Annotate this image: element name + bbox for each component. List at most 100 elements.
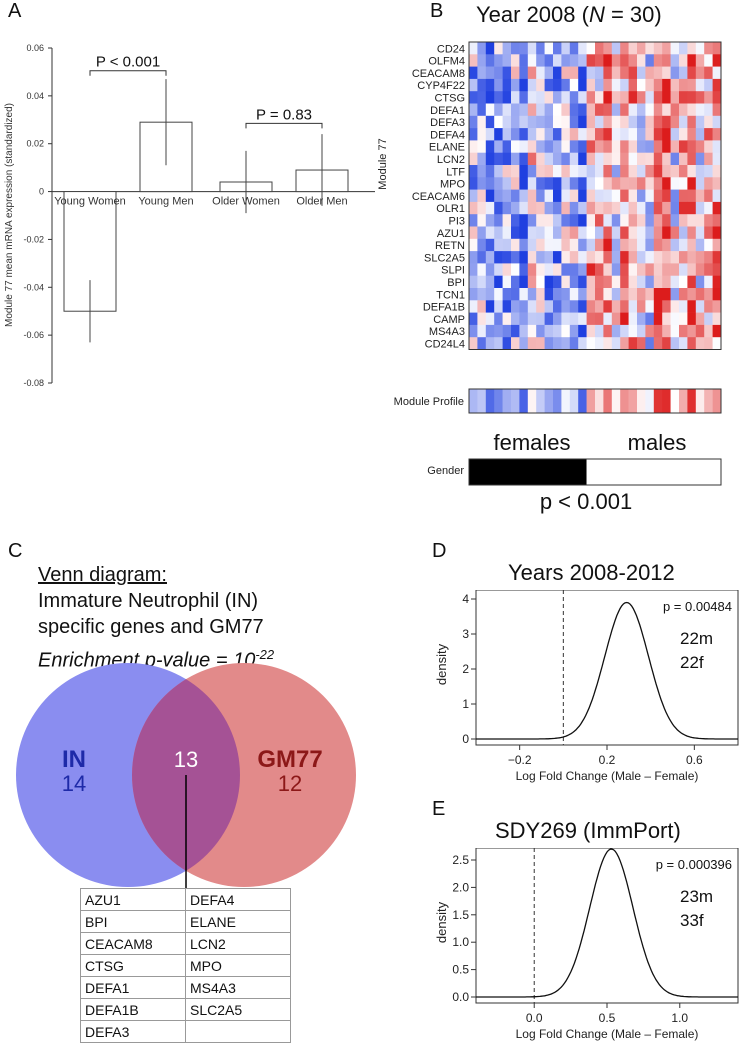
profile-cell bbox=[595, 389, 604, 413]
heatmap-cell bbox=[628, 54, 638, 67]
heatmap-cell bbox=[469, 288, 478, 301]
profile-cell bbox=[603, 389, 613, 413]
heatmap-cell bbox=[511, 263, 520, 276]
heatmap-cell bbox=[653, 238, 663, 252]
heatmap-cell bbox=[469, 177, 478, 190]
heatmap-cell bbox=[561, 238, 571, 252]
heatmap-cell bbox=[485, 226, 495, 240]
heatmap-cell bbox=[603, 42, 613, 55]
heatmap-cell bbox=[637, 189, 646, 203]
heatmap-cell bbox=[595, 288, 604, 301]
pvalue-label: p = 0.000396 bbox=[656, 857, 732, 872]
heatmap-cell bbox=[519, 312, 529, 326]
y-tick-label: -0.04 bbox=[23, 282, 44, 292]
heatmap-cell bbox=[628, 91, 638, 104]
heatmap-cell bbox=[536, 226, 545, 240]
heatmap-cell bbox=[653, 189, 663, 203]
heatmap-cell bbox=[695, 300, 705, 313]
heatmap-cell bbox=[569, 140, 579, 153]
heatmap-cell bbox=[527, 140, 537, 153]
heatmap-cell bbox=[670, 152, 680, 166]
profile-cell bbox=[679, 389, 688, 413]
panel-label-d: D bbox=[432, 540, 447, 562]
heatmap-cell bbox=[494, 238, 503, 252]
heatmap-cell bbox=[511, 275, 520, 289]
heatmap-cell bbox=[645, 66, 655, 80]
heatmap-cell bbox=[637, 238, 646, 252]
heatmap-cell bbox=[670, 54, 680, 67]
heatmap-cell bbox=[569, 103, 579, 117]
heatmap-cell bbox=[704, 263, 713, 276]
x-tick-label: 1.0 bbox=[671, 1011, 688, 1025]
heatmap-cell bbox=[569, 66, 579, 80]
heatmap-cell bbox=[494, 140, 503, 153]
heatmap-cell bbox=[670, 288, 680, 301]
heatmap-cell bbox=[494, 288, 503, 301]
heatmap-cell bbox=[704, 177, 713, 190]
n-male-label: 23m bbox=[680, 887, 713, 906]
heatmap-cell bbox=[695, 251, 705, 264]
heatmap-cell bbox=[670, 324, 680, 338]
heatmap-cell bbox=[519, 165, 529, 178]
heatmap-cell bbox=[536, 324, 545, 338]
panel-label-b: B bbox=[430, 0, 444, 22]
heatmap-cell bbox=[494, 263, 503, 276]
heatmap-cell bbox=[561, 42, 571, 55]
heatmap-cell bbox=[653, 103, 663, 117]
heatmap-cell bbox=[527, 312, 537, 326]
heatmap-cell bbox=[536, 54, 545, 67]
heatmap-cell bbox=[502, 78, 512, 92]
heatmap-cell bbox=[586, 91, 596, 104]
heatmap-cell bbox=[603, 226, 613, 240]
heatmap-cell bbox=[645, 140, 655, 153]
heatmap-cell bbox=[578, 103, 587, 117]
heatmap-cell bbox=[502, 263, 512, 276]
heatmap-cell bbox=[695, 177, 705, 190]
heatmap-cell bbox=[603, 115, 613, 129]
heatmap-cell bbox=[527, 263, 537, 276]
heatmap-cell bbox=[695, 128, 705, 141]
heatmap-cell bbox=[569, 91, 579, 104]
profile-cell bbox=[578, 389, 587, 413]
heatmap-cell bbox=[586, 300, 596, 313]
heatmap-cell bbox=[544, 78, 554, 92]
heatmap-cell bbox=[553, 251, 562, 264]
heatmap-cell bbox=[469, 300, 478, 313]
heatmap-cell bbox=[578, 128, 587, 141]
heatmap-cell bbox=[670, 238, 680, 252]
heatmap-cell bbox=[695, 263, 705, 276]
heatmap-cell bbox=[485, 275, 495, 289]
heatmap-cell bbox=[679, 66, 688, 80]
heatmap-cell bbox=[662, 177, 671, 190]
heatmap-cell bbox=[611, 189, 621, 203]
heatmap-cell bbox=[695, 165, 705, 178]
venn-heading: Venn diagram: bbox=[38, 564, 167, 586]
heatmap-cell bbox=[628, 165, 638, 178]
heatmap-cell bbox=[712, 214, 722, 227]
heatmap-cell bbox=[712, 152, 722, 166]
heatmap-cell bbox=[469, 189, 478, 203]
heatmap-cell bbox=[603, 251, 613, 264]
heatmap-cell bbox=[494, 214, 503, 227]
heatmap-cell bbox=[519, 201, 529, 215]
heatmap-cell bbox=[653, 152, 663, 166]
heatmap-cell bbox=[578, 91, 587, 104]
y-tick-label: 0.0 bbox=[452, 990, 469, 1004]
heatmap-cell bbox=[569, 201, 579, 215]
heatmap-cell bbox=[511, 324, 520, 338]
heatmap-cell bbox=[653, 337, 663, 350]
heatmap-cell bbox=[569, 312, 579, 326]
heatmap-cell bbox=[679, 226, 688, 240]
heatmap-cell bbox=[637, 165, 646, 178]
heatmap-cell bbox=[527, 128, 537, 141]
heatmap-cell bbox=[603, 66, 613, 80]
heatmap-cell bbox=[637, 226, 646, 240]
heatmap-cell bbox=[712, 103, 722, 117]
heatmap-cell bbox=[536, 177, 545, 190]
heatmap-cell bbox=[586, 54, 596, 67]
heatmap-cell bbox=[469, 66, 478, 80]
heatmap-cell bbox=[679, 42, 688, 55]
row-label: PI3 bbox=[448, 216, 465, 228]
heatmap-cell bbox=[695, 115, 705, 129]
heatmap-cell bbox=[603, 300, 613, 313]
